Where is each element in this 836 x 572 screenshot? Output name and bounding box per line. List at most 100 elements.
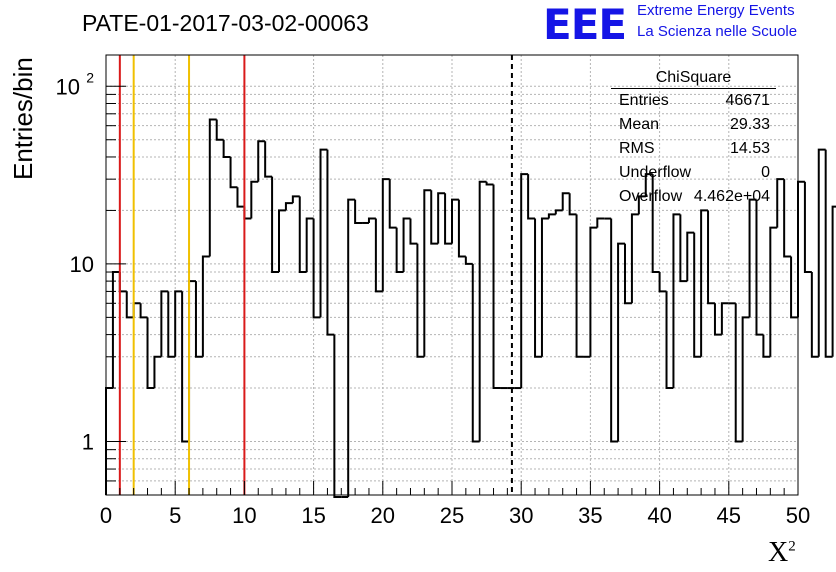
histogram-bin — [534, 218, 542, 358]
histogram-bin — [201, 255, 210, 357]
histogram-bin — [776, 178, 785, 228]
histogram-bin — [651, 174, 660, 274]
histogram-bin — [520, 173, 529, 389]
histogram-bin — [672, 213, 681, 389]
chart-title: PATE-01-2017-03-02-00063 — [82, 10, 369, 36]
stats-box: ChiSquare Entries 46671 Mean 29.33 RMS 14.5… — [611, 67, 776, 209]
stats-key: Underflow — [619, 164, 692, 181]
histogram-bin — [575, 214, 584, 358]
histogram-bin — [291, 195, 300, 204]
histogram-bin — [118, 272, 127, 293]
y-axis-label: Entries/bin — [8, 57, 38, 180]
histogram-bin — [741, 316, 750, 442]
y-tick-label: 1 — [82, 430, 94, 455]
histogram-bin — [589, 226, 598, 357]
stats-row: Underflow 0 — [611, 161, 776, 185]
stats-title: ChiSquare — [611, 67, 776, 89]
histogram-bin — [298, 196, 307, 274]
histogram-bin — [416, 243, 425, 358]
x-tick-label: 30 — [509, 503, 533, 528]
x-tick-label: 20 — [371, 503, 395, 528]
stats-key: Mean — [619, 116, 660, 133]
histogram-bin — [326, 149, 335, 336]
histogram-bin — [485, 181, 494, 186]
histogram-bin — [395, 227, 404, 274]
histogram-bin — [707, 210, 715, 305]
histogram-bin — [783, 179, 792, 258]
histogram-bin — [630, 213, 639, 304]
histogram-bin — [527, 174, 536, 220]
histogram-bin — [478, 180, 487, 442]
histogram-bin — [762, 334, 771, 358]
histogram-bin — [748, 198, 757, 318]
stats-key: Entries — [619, 92, 669, 109]
x-tick-label: 50 — [786, 503, 810, 528]
histogram-bin — [250, 180, 259, 219]
y-tick-label: 10 — [70, 252, 94, 277]
histogram-bin — [125, 291, 134, 319]
histogram-bin — [347, 198, 356, 497]
logo-line-2: La Scienza nelle Scuole — [637, 23, 798, 40]
logo-line-1: Extreme Energy Events — [637, 2, 795, 19]
x-tick-label: 5 — [169, 503, 181, 528]
histogram-bin — [402, 217, 411, 273]
histogram-bin — [174, 290, 183, 357]
histogram-bin — [409, 218, 418, 245]
histogram-bin — [367, 217, 376, 223]
histogram-bin — [264, 141, 273, 178]
histogram-bin — [111, 271, 120, 389]
x-tick-label: 25 — [440, 503, 464, 528]
histogram-bin — [790, 256, 798, 319]
histogram-bin — [305, 217, 314, 273]
stats-value: 0 — [761, 164, 770, 181]
histogram-bin — [215, 119, 224, 141]
y-tick-label: 10 — [56, 74, 80, 99]
x-axis-label-sup: 2 — [788, 538, 796, 555]
histogram-bin — [596, 217, 605, 228]
x-axis-label-base: X — [768, 537, 789, 568]
stats-value: 4.462e+04 — [693, 188, 770, 205]
histogram-bin — [610, 218, 619, 443]
histogram-bin — [810, 272, 819, 358]
x-tick-label: 15 — [301, 503, 325, 528]
histogram-bin — [831, 205, 836, 357]
histogram-bin — [229, 156, 238, 189]
histogram-bin — [693, 232, 702, 358]
histogram-bin — [679, 214, 688, 283]
histogram-bin — [568, 193, 577, 216]
histogram-bin — [755, 199, 764, 336]
histogram-bin — [374, 218, 383, 293]
eee-logo: EEE — [543, 0, 627, 49]
histogram-bin — [437, 192, 446, 244]
histogram-bin — [160, 290, 169, 357]
histogram-bin — [423, 189, 432, 357]
histogram-bin — [540, 217, 549, 357]
histogram-bin — [333, 334, 342, 498]
histogram-bin — [658, 272, 667, 293]
x-tick-label: 0 — [100, 503, 112, 528]
histogram-bin — [236, 187, 245, 208]
x-axis-label: X2 — [768, 537, 796, 569]
x-tick-label: 35 — [578, 503, 602, 528]
axis-layer: 0 5 10 15 20 25 30 35 40 45 50 1 10 10 2 — [56, 69, 811, 528]
y-tick-label-sup: 2 — [86, 69, 94, 85]
stats-value: 14.53 — [729, 140, 770, 157]
histogram-bin — [430, 190, 439, 245]
histogram-bin — [153, 355, 162, 389]
x-tick-label: 10 — [232, 503, 256, 528]
histogram-bin — [457, 199, 466, 258]
histogram-bin — [720, 302, 729, 335]
histogram-bin — [464, 256, 473, 265]
histogram-layer — [105, 118, 836, 498]
histogram-bin — [561, 192, 570, 211]
histogram-bin — [554, 209, 563, 215]
histogram-bin — [824, 149, 833, 358]
x-tick-label: 40 — [647, 503, 671, 528]
histogram-bin — [312, 218, 321, 319]
histogram-bin — [194, 281, 203, 358]
histogram-bin — [284, 202, 293, 211]
histogram-bin — [278, 209, 286, 273]
histogram-bin — [713, 303, 722, 336]
histogram-bin — [222, 139, 231, 158]
histogram-bin — [188, 280, 196, 442]
